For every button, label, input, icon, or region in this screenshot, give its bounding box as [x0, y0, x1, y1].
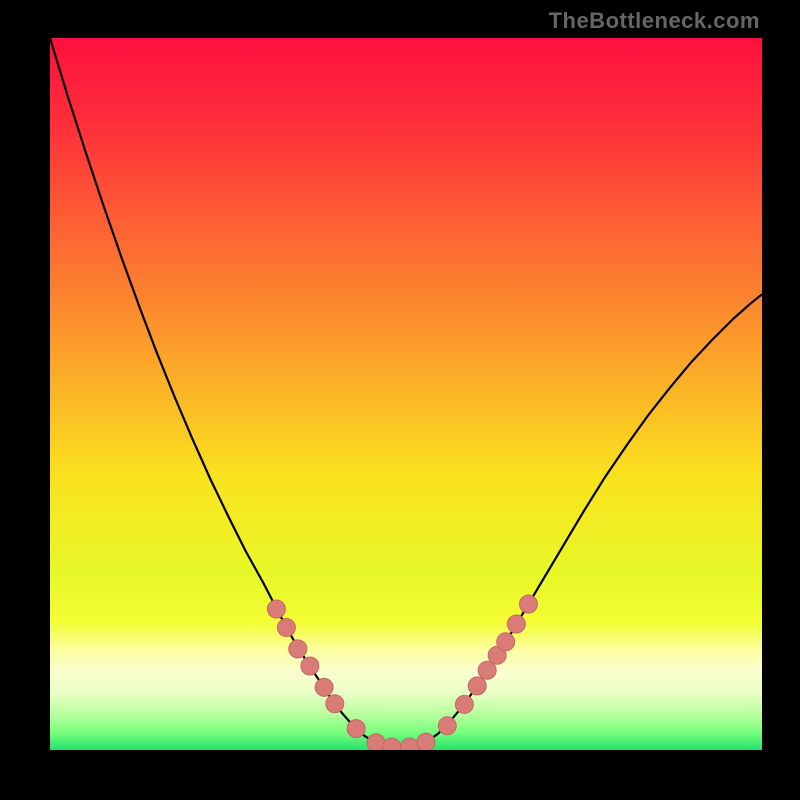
curve-marker — [507, 615, 525, 633]
curve-marker — [315, 678, 333, 696]
curve-marker — [417, 733, 435, 750]
curve-marker — [438, 717, 456, 735]
chart-gradient-background — [50, 38, 762, 750]
curve-marker — [301, 657, 319, 675]
watermark-text: TheBottleneck.com — [549, 8, 760, 34]
curve-marker — [347, 720, 365, 738]
curve-marker — [326, 695, 344, 713]
curve-marker — [519, 595, 537, 613]
bottleneck-chart — [50, 38, 762, 750]
curve-marker — [267, 600, 285, 618]
curve-marker — [455, 695, 473, 713]
curve-marker — [468, 677, 486, 695]
curve-marker — [497, 633, 515, 651]
curve-marker — [277, 619, 295, 637]
curve-marker — [289, 640, 307, 658]
chart-svg — [50, 38, 762, 750]
